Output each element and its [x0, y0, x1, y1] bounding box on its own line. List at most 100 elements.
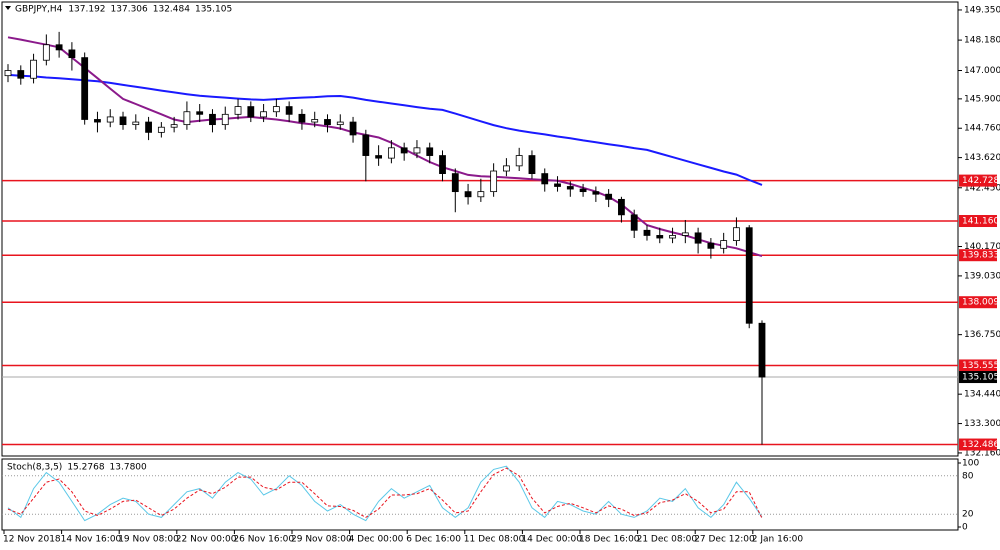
candle-body: [362, 134, 370, 156]
level-label-box: [959, 174, 997, 187]
candle-body: [94, 119, 101, 123]
x-tick-label: 6 Dec 16:00: [406, 535, 461, 545]
moving-average: [7, 73, 763, 186]
candle-body: [132, 121, 140, 126]
candle-body: [285, 106, 293, 115]
y-tick-label: 147.000: [964, 66, 1000, 76]
candle-body: [605, 193, 613, 200]
x-tick-label: 4 Dec 00:00: [349, 535, 404, 545]
candle-body: [209, 113, 216, 126]
y-tick-label: 132.160: [964, 448, 1000, 458]
candle-body: [694, 232, 702, 244]
candle-body: [630, 214, 638, 231]
y-tick-label: 149.350: [964, 5, 1000, 15]
level-label: 141.160: [962, 217, 999, 227]
candle-body: [669, 235, 676, 239]
candle-body: [618, 198, 625, 216]
x-tick-label: 11 Dec 08:00: [464, 535, 525, 545]
candle-body: [413, 147, 421, 154]
candle-body: [196, 111, 204, 115]
candle-body: [375, 155, 383, 159]
y-tick-label: 145.900: [964, 94, 1000, 104]
oscillator-tick-label: 80: [962, 471, 974, 481]
current-price-box: [959, 371, 997, 384]
y-tick-label: 144.760: [964, 124, 1000, 134]
level-label: 142.728: [962, 176, 999, 186]
candle-body: [387, 147, 395, 159]
y-tick-label: 134.440: [964, 390, 1000, 400]
oscillator-readout: 15.2768: [67, 463, 104, 473]
y-tick-label: 139.030: [964, 271, 1000, 281]
ohlc-readout: 137.192: [68, 5, 105, 15]
x-tick-label: 29 Nov 08:00: [291, 535, 352, 545]
candle-body: [221, 113, 229, 126]
collapse-icon: [5, 6, 11, 10]
candle-body: [656, 235, 664, 239]
candle-body: [464, 191, 472, 198]
candle-body: [439, 155, 446, 174]
candle-body: [681, 232, 689, 236]
oscillator-tick-label: 100: [962, 459, 979, 469]
candle-body: [707, 242, 715, 249]
candle-body: [68, 49, 76, 59]
candle-body: [541, 173, 549, 185]
chart-title: GBPJPY,H4: [15, 5, 63, 15]
oscillator-line: [7, 465, 763, 522]
oscillator-readout: 13.7800: [110, 463, 147, 473]
candle-body: [17, 70, 25, 79]
level-label: 139.833: [962, 251, 999, 261]
candle-body: [720, 240, 728, 249]
candle-body: [592, 191, 600, 195]
candle-body: [55, 44, 63, 51]
level-label-box: [959, 249, 997, 262]
candle-body: [643, 229, 651, 236]
ohlc-readout: 132.484: [153, 5, 190, 15]
candle-body: [503, 165, 510, 172]
x-tick-label: 22 Nov 00:00: [176, 535, 237, 545]
oscillator-tick-label: 0: [962, 523, 968, 533]
oscillator-tick-label: 20: [962, 510, 974, 520]
current-price-label: 135.105: [962, 373, 999, 383]
ohlc-readout: 135.105: [195, 5, 232, 15]
candle-body: [30, 59, 37, 79]
main-panel: [1, 1, 959, 457]
candle-body: [4, 70, 12, 77]
candle-body: [745, 227, 753, 324]
x-tick-label: 27 Dec 12:00: [694, 535, 755, 545]
candle-body: [311, 119, 319, 123]
x-tick-label: 18 Dec 16:00: [579, 535, 640, 545]
oscillator-panel: [1, 458, 959, 531]
candle-body: [119, 116, 127, 126]
y-tick-label: 142.450: [964, 183, 1000, 193]
y-tick-label: 136.750: [964, 330, 1000, 340]
candle-body: [566, 186, 574, 190]
level-label: 138.009: [962, 298, 999, 308]
y-tick-label: 143.620: [964, 153, 1000, 163]
level-label-box: [959, 296, 997, 309]
level-label: 132.486: [962, 440, 999, 450]
y-tick-label: 133.300: [964, 419, 1000, 429]
x-tick-label: 21 Dec 08:00: [637, 535, 698, 545]
candle-body: [349, 121, 357, 136]
candle-body: [234, 106, 242, 115]
candle-body: [170, 124, 178, 128]
candle-body: [106, 116, 114, 123]
level-label: 135.555: [962, 361, 999, 371]
candle-body: [477, 191, 485, 198]
candle-body: [451, 173, 459, 193]
candle-body: [579, 188, 587, 193]
candle-body: [157, 126, 165, 133]
x-tick-label: 14 Dec 00:00: [521, 535, 582, 545]
candle-body: [260, 111, 267, 118]
candle-body: [400, 147, 408, 154]
x-tick-label: 26 Nov 16:00: [233, 535, 294, 545]
y-tick-label: 148.180: [964, 36, 1000, 46]
candle-body: [490, 170, 498, 193]
candle-body: [426, 147, 434, 156]
candle-body: [758, 322, 766, 378]
candle-body: [81, 57, 89, 120]
candle-body: [528, 155, 536, 174]
x-tick-label: 19 Nov 08:00: [118, 535, 179, 545]
moving-average: [7, 36, 763, 258]
